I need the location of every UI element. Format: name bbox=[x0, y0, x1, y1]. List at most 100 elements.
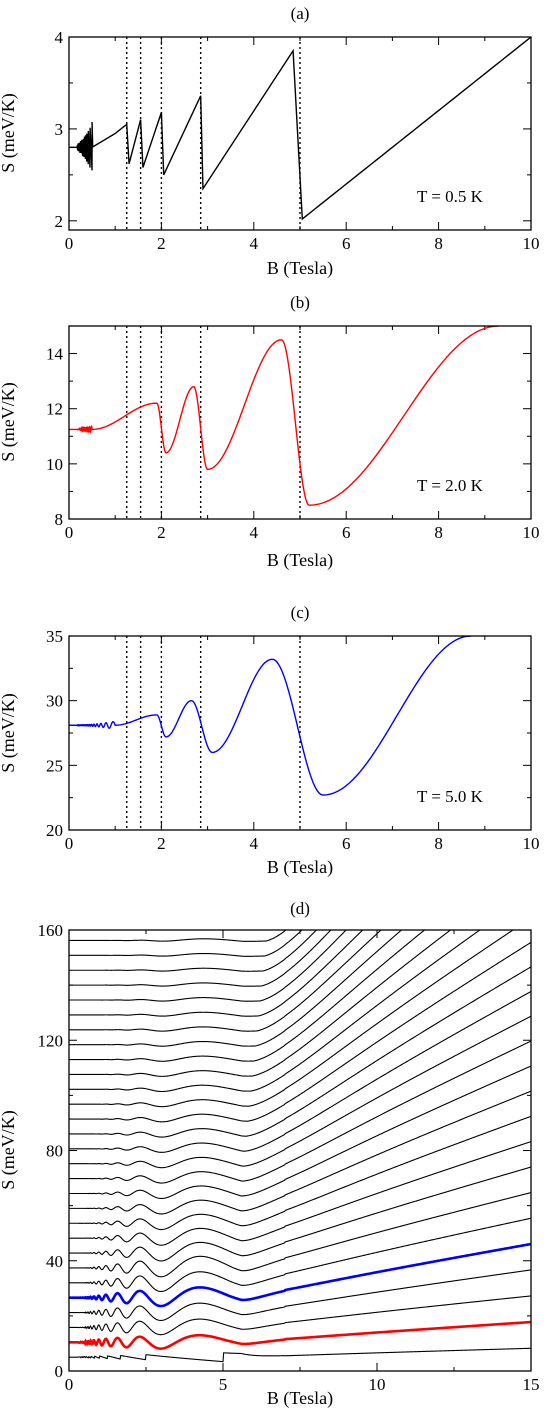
panel-d-curve bbox=[69, 966, 531, 1138]
panel-a-x-tick-label: 2 bbox=[157, 234, 166, 253]
panel-d-curve bbox=[69, 1141, 531, 1246]
panel-c-x-tick-label: 2 bbox=[157, 834, 166, 853]
panel-b-y-tick-label: 10 bbox=[46, 455, 63, 474]
panel-b-x-tick-label: 8 bbox=[434, 523, 443, 542]
panel-a-y-tick-label: 4 bbox=[55, 28, 64, 47]
panel-c-y-tick-label: 25 bbox=[46, 756, 63, 775]
panel-d-frame bbox=[68, 929, 532, 1372]
panel-b-curve bbox=[69, 326, 499, 506]
panel-a-x-tick-label: 10 bbox=[523, 234, 540, 253]
panel-a-y-axis-title: S (meV/K) bbox=[0, 93, 19, 173]
panel-d-curve bbox=[69, 930, 287, 942]
panel-b-frame bbox=[68, 325, 532, 520]
panel-c-x-tick-label: 0 bbox=[65, 834, 74, 853]
panel-d-ticks: 0 5 10 15 0 40 80 120 160 bbox=[38, 921, 540, 1394]
panel-a-title: (a) bbox=[291, 4, 310, 23]
panel-d-curve bbox=[69, 930, 318, 972]
panel-a-x-axis-title: B (Tesla) bbox=[267, 258, 333, 279]
panel-c-x-tick-label: 6 bbox=[342, 834, 351, 853]
panel-d-x-tick-label: 10 bbox=[369, 1375, 386, 1394]
panel-d-curve bbox=[69, 930, 303, 957]
panel-c-x-axis-title: B (Tesla) bbox=[267, 857, 333, 878]
panel-d: (d) 0 5 10 15 0 40 80 120 160 B (Tesla) S (meV/K… bbox=[0, 899, 540, 1409]
panel-d-curve-highlight-red bbox=[69, 1320, 531, 1350]
panel-c-y-tick-label: 30 bbox=[46, 692, 63, 711]
panel-d-y-tick-label: 80 bbox=[46, 1142, 63, 1161]
panel-b-ticks: 0 2 4 6 8 10 8 10 12 14 bbox=[46, 326, 540, 542]
panel-b-y-axis-title: S (meV/K) bbox=[0, 382, 19, 462]
panel-d-curve bbox=[69, 1040, 531, 1184]
panel-d-x-axis-title: B (Tesla) bbox=[267, 1388, 333, 1409]
panel-d-curve-family bbox=[69, 930, 531, 1363]
panel-b-x-tick-label: 2 bbox=[157, 523, 166, 542]
panel-b-y-tick-label: 14 bbox=[46, 345, 64, 364]
panel-d-curve bbox=[69, 930, 364, 1017]
panel-c-x-tick-label: 4 bbox=[250, 834, 259, 853]
panel-d-y-tick-label: 0 bbox=[55, 1362, 64, 1381]
panel-d-curve bbox=[69, 930, 452, 1077]
panel-a-y-tick-label: 2 bbox=[55, 212, 64, 231]
panel-b-title: (b) bbox=[290, 293, 310, 312]
panel-d-x-tick-label: 0 bbox=[65, 1375, 74, 1394]
panel-b-x-tick-label: 4 bbox=[250, 523, 259, 542]
panel-d-curve bbox=[69, 1065, 531, 1200]
panel-d-curve bbox=[69, 1090, 531, 1215]
panel-d-curve bbox=[69, 1015, 531, 1169]
panel-b-x-tick-label: 6 bbox=[342, 523, 351, 542]
panel-b-y-tick-label: 8 bbox=[55, 510, 64, 529]
panel-d-curve bbox=[69, 1347, 531, 1363]
panel-d-y-axis-title: S (meV/K) bbox=[0, 1110, 19, 1190]
panel-d-y-tick-label: 40 bbox=[46, 1252, 63, 1271]
panel-b-x-tick-label: 10 bbox=[523, 523, 540, 542]
panel-d-curve bbox=[69, 930, 347, 1002]
panel-a-curve bbox=[69, 37, 531, 221]
panel-a-x-tick-label: 8 bbox=[434, 234, 443, 253]
panel-a-y-tick-label: 3 bbox=[55, 120, 64, 139]
panel-d-curve bbox=[69, 941, 531, 1123]
panel-c-curve bbox=[69, 636, 471, 796]
panel-d-curve bbox=[69, 1269, 531, 1322]
panel-c-guide-lines bbox=[126, 636, 301, 830]
panel-b: (b) 0 2 4 6 8 10 8 10 12 14 T = 2.0 K B (Tesla) S… bbox=[0, 293, 540, 571]
panel-d-x-tick-label: 15 bbox=[523, 1375, 540, 1394]
panel-d-curve bbox=[69, 1295, 531, 1336]
panel-d-y-tick-label: 160 bbox=[38, 921, 64, 940]
panel-d-curve bbox=[69, 1166, 531, 1262]
panel-a-x-tick-label: 0 bbox=[65, 234, 74, 253]
panel-a-x-tick-label: 6 bbox=[342, 234, 351, 253]
panel-c-temperature-label: T = 5.0 K bbox=[417, 787, 484, 806]
panel-d-curve bbox=[69, 930, 382, 1032]
panel-d-curve-highlight-blue bbox=[69, 1242, 531, 1308]
panel-a-temperature-label: T = 0.5 K bbox=[417, 187, 484, 206]
panel-c-ticks: 0 2 4 6 8 10 20 25 30 35 bbox=[46, 627, 540, 853]
panel-d-x-tick-label: 5 bbox=[219, 1375, 228, 1394]
panel-b-temperature-label: T = 2.0 K bbox=[417, 476, 484, 495]
panel-d-curve bbox=[69, 990, 531, 1153]
panel-d-curve bbox=[69, 1217, 531, 1293]
panel-d-curve bbox=[69, 930, 403, 1047]
panel-d-curve bbox=[69, 1192, 531, 1278]
panel-d-curve bbox=[69, 930, 514, 1108]
panel-a-x-tick-label: 4 bbox=[250, 234, 259, 253]
panel-d-title: (d) bbox=[290, 899, 310, 918]
panel-c-x-tick-label: 10 bbox=[523, 834, 540, 853]
panel-c-y-axis-title: S (meV/K) bbox=[0, 693, 19, 773]
panel-c-y-tick-label: 35 bbox=[46, 627, 63, 646]
panel-a-guide-lines bbox=[126, 37, 301, 230]
panel-d-curve bbox=[69, 930, 332, 987]
panel-c-frame bbox=[68, 635, 532, 831]
panel-c-title: (c) bbox=[291, 603, 310, 622]
panel-c-x-tick-label: 8 bbox=[434, 834, 443, 853]
panel-d-curve bbox=[69, 1115, 531, 1231]
panel-b-x-tick-label: 0 bbox=[65, 523, 74, 542]
panel-a-frame bbox=[68, 36, 532, 231]
panel-d-curve bbox=[69, 930, 426, 1062]
panel-d-curve bbox=[69, 930, 481, 1093]
panel-d-y-tick-label: 120 bbox=[38, 1031, 64, 1050]
panel-b-x-axis-title: B (Tesla) bbox=[267, 550, 333, 571]
panel-b-guide-lines bbox=[126, 326, 301, 519]
panel-b-y-tick-label: 12 bbox=[46, 400, 63, 419]
